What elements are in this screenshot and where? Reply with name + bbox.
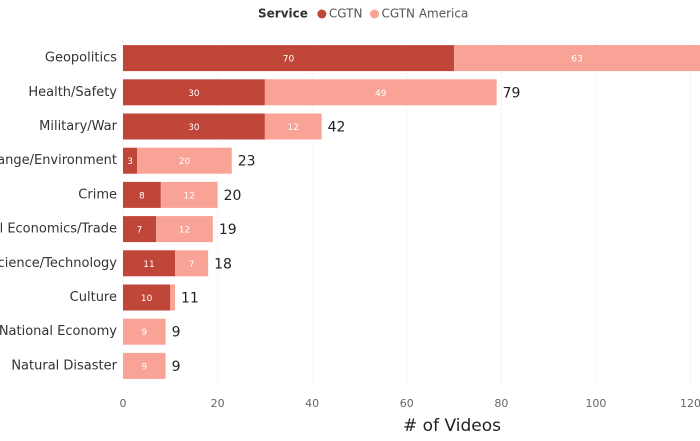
y-tick-label: Health/Safety — [28, 85, 117, 100]
segment-label: 49 — [375, 89, 387, 99]
y-tick-label: al Economics/Trade — [0, 222, 117, 237]
bar-segment — [160, 181, 218, 208]
segment-label: 10 — [141, 294, 153, 304]
segment-label: 70 — [283, 55, 295, 65]
bar-segment — [123, 250, 176, 277]
x-axis-label: # of Videos — [403, 416, 501, 436]
x-tick-label: 100 — [585, 397, 606, 410]
legend-marker — [317, 9, 327, 19]
bar-segment — [454, 45, 700, 72]
bar-segment — [123, 216, 157, 243]
segment-label: 20 — [179, 157, 191, 167]
y-tick-label: Natural Disaster — [11, 358, 117, 373]
total-label: 9 — [172, 359, 181, 375]
bar-segment — [264, 113, 322, 140]
y-tick-label: Science/Technology — [0, 256, 117, 271]
bar-segment — [123, 318, 166, 345]
total-label: 23 — [238, 154, 256, 170]
legend-label: CGTN — [329, 7, 363, 21]
bar-segment — [123, 181, 161, 208]
bar-segment — [123, 352, 166, 379]
x-tick-label: 40 — [305, 397, 319, 410]
x-tick-label: 80 — [494, 397, 508, 410]
y-tick-label: Geopolitics — [45, 51, 117, 66]
total-label: 79 — [503, 85, 521, 101]
x-tick-label: 60 — [400, 397, 414, 410]
segment-label: 30 — [188, 123, 200, 133]
legend-title: Service — [258, 7, 308, 21]
y-tick-label: Military/War — [39, 119, 118, 134]
segment-label: 12 — [183, 191, 194, 201]
y-tick-label: National Economy — [0, 324, 117, 339]
legend-marker — [369, 9, 379, 19]
total-label: 18 — [214, 256, 232, 272]
bar-segment — [123, 284, 171, 311]
legend-label: CGTN America — [381, 7, 468, 21]
bar-segment — [156, 216, 213, 243]
bar-segment — [123, 113, 265, 140]
bar-segment — [170, 284, 176, 311]
x-tick-label: 0 — [120, 397, 127, 410]
total-label: 20 — [224, 188, 242, 204]
bar-segment — [175, 250, 209, 277]
total-label: 9 — [172, 325, 181, 341]
segment-label: 9 — [141, 362, 147, 372]
segment-label: 9 — [141, 328, 147, 338]
bar-segment — [123, 147, 138, 174]
total-label: 11 — [181, 291, 199, 307]
total-label: 42 — [328, 120, 346, 136]
segment-label: 11 — [143, 260, 154, 270]
x-tick-label: 20 — [211, 397, 225, 410]
x-tick-label: 120 — [680, 397, 700, 410]
bar-segment — [264, 79, 497, 106]
segment-label: 12 — [179, 226, 190, 236]
segment-label: 7 — [189, 260, 195, 270]
y-tick-label: hange/Environment — [0, 153, 117, 168]
bar-segment — [123, 45, 455, 72]
y-tick-label: Crime — [78, 187, 117, 202]
bar-segment — [137, 147, 232, 174]
total-label: 19 — [219, 222, 237, 238]
segment-label: 30 — [188, 89, 200, 99]
segment-label: 12 — [288, 123, 299, 133]
segment-label: 63 — [571, 55, 582, 65]
segment-label: 7 — [137, 226, 143, 236]
segment-label: 8 — [139, 191, 145, 201]
segment-label: 3 — [127, 157, 133, 167]
y-tick-label: Culture — [70, 290, 117, 305]
bar-segment — [123, 79, 265, 106]
